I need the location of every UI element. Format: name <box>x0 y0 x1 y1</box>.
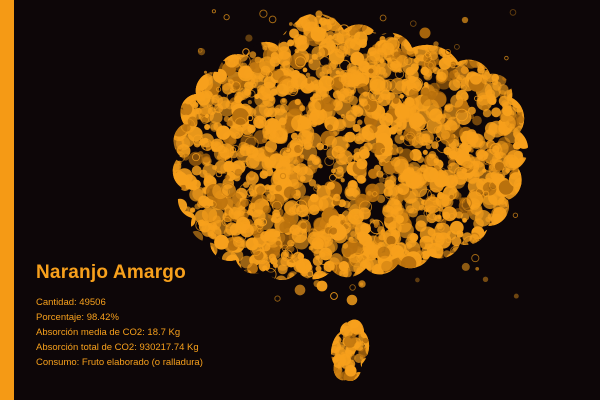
stat-co2-medio: Absorción media de CO2: 18.7 Kg <box>36 327 181 338</box>
stat-porcentaje: Porcentaje: 98.42% <box>36 312 119 323</box>
stat-consumo: Consumo: Fruto elaborado (o ralladura) <box>36 357 203 368</box>
info-panel: Naranjo Amargo Cantidad: 49506 Porcentaj… <box>36 262 366 370</box>
stat-cantidad: Cantidad: 49506 <box>36 297 106 308</box>
accent-sidebar <box>0 0 14 400</box>
page-title: Naranjo Amargo <box>36 262 186 283</box>
outlier-dots <box>192 9 519 306</box>
stat-co2-total: Absorción total de CO2: 930217.74 Kg <box>36 342 199 353</box>
